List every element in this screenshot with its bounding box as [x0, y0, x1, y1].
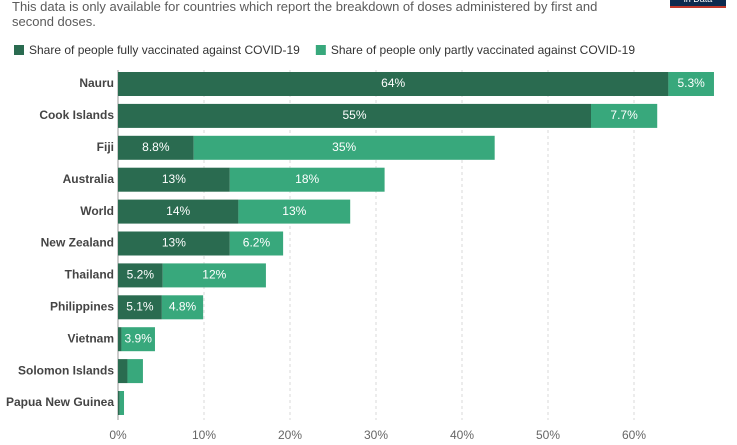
bar-segment — [229, 167, 385, 192]
bar-segment — [127, 359, 143, 384]
value-label: 7.7% — [610, 108, 638, 122]
value-label: 6.2% — [243, 236, 271, 250]
x-tick-label: 10% — [192, 428, 216, 442]
value-label: 12% — [202, 268, 226, 282]
bar-segment — [118, 167, 230, 192]
y-tick-label: Cook Islands — [39, 108, 114, 122]
value-label: 3.9% — [125, 331, 153, 345]
bar-segment — [119, 391, 125, 415]
y-tick-label: Papua New Guinea — [6, 395, 114, 409]
value-label: 18% — [295, 172, 319, 186]
bar-segment — [118, 295, 162, 320]
value-label: 13% — [162, 236, 186, 250]
y-tick-label: Fiji — [97, 140, 114, 154]
x-tick-label: 20% — [278, 428, 302, 442]
x-tick-label: 50% — [536, 428, 560, 442]
y-tick-label: Australia — [63, 172, 115, 186]
value-label: 8.8% — [142, 140, 170, 154]
bar-segment — [118, 72, 669, 96]
bar-segment — [118, 359, 128, 384]
bar-segment — [121, 327, 155, 352]
x-tick-label: 40% — [450, 428, 474, 442]
legend-swatch — [315, 45, 326, 55]
legend-label: Share of people fully vaccinated against… — [29, 43, 300, 57]
bar-segment — [118, 103, 591, 128]
bar-segment — [238, 199, 351, 224]
value-label: 5.1% — [126, 299, 154, 313]
y-tick-label: Solomon Islands — [18, 363, 114, 377]
x-tick-label: 30% — [364, 428, 388, 442]
y-tick-label: Nauru — [79, 76, 114, 90]
bar-segment — [229, 231, 284, 256]
value-label: 35% — [332, 140, 356, 154]
value-label: 13% — [162, 172, 186, 186]
bar-segment — [118, 327, 122, 352]
value-label: 5.2% — [127, 268, 155, 282]
bar-segment — [193, 135, 495, 160]
legend-label: Share of people only partly vaccinated a… — [331, 43, 635, 57]
y-tick-label: New Zealand — [41, 236, 114, 250]
bar-segment — [118, 263, 163, 288]
value-label: 64% — [381, 76, 405, 90]
bar-segment — [162, 263, 266, 288]
bar-segment — [118, 199, 239, 224]
bar-segment — [118, 391, 120, 415]
y-tick-label: Vietnam — [68, 331, 114, 345]
logo: in Data — [670, 0, 726, 8]
value-label: 5.3% — [678, 76, 706, 90]
y-tick-label: Philippines — [50, 299, 114, 313]
y-tick-label: World — [80, 204, 114, 218]
bar-segment — [161, 295, 204, 320]
x-tick-label: 60% — [622, 428, 646, 442]
bar-segment — [668, 72, 714, 96]
x-tick-label: 0% — [109, 428, 127, 442]
bar-segment — [118, 135, 194, 160]
bar-segment — [591, 103, 658, 128]
value-label: 13% — [282, 204, 306, 218]
legend-swatch — [14, 45, 24, 55]
value-label: 55% — [342, 108, 366, 122]
bar-segment — [118, 231, 230, 256]
value-label: 14% — [166, 204, 190, 218]
chart-subtitle: This data is only available for countrie… — [12, 0, 598, 29]
value-label: 4.8% — [169, 299, 197, 313]
y-tick-label: Thailand — [65, 268, 114, 282]
